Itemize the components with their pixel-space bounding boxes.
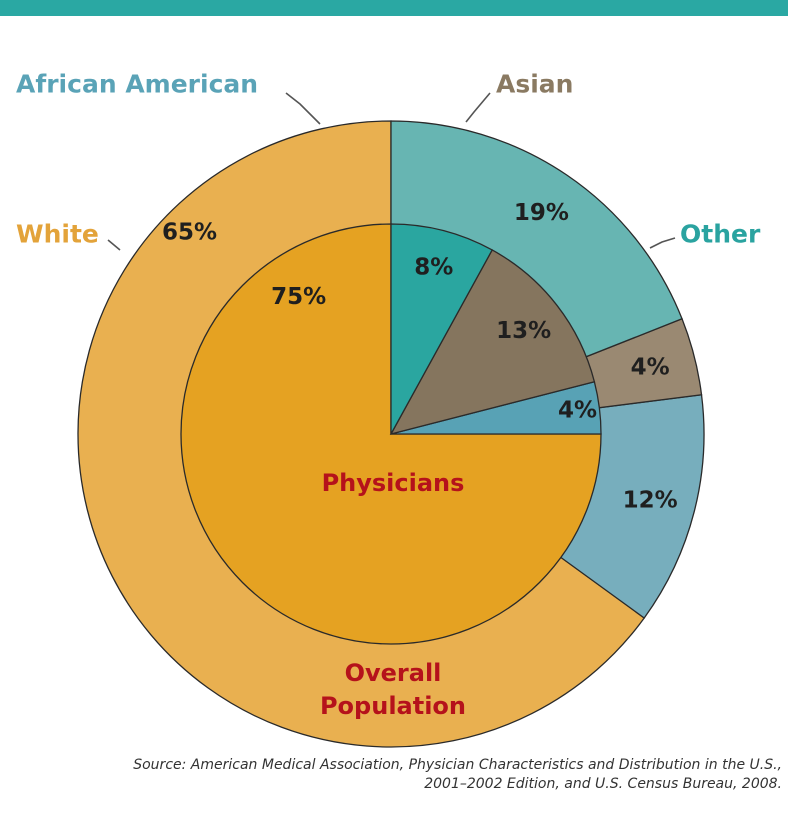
physicians-label: Physicians bbox=[322, 469, 465, 497]
value-labels: 65% 12% 4% 19% 75% 4% 13% 8% bbox=[162, 200, 678, 514]
inner-value-label-white: 75% bbox=[271, 284, 326, 310]
leader-line-asian bbox=[465, 92, 491, 123]
category-label-white: White bbox=[16, 220, 99, 249]
inner-value-label-asian: 13% bbox=[496, 318, 551, 344]
category-label-african-american: African American bbox=[16, 70, 258, 99]
outer-value-label-other: 19% bbox=[514, 200, 569, 226]
category-label-other: Other bbox=[680, 220, 761, 249]
source-line-2: 2001–2002 Edition, and U.S. Census Burea… bbox=[424, 776, 782, 792]
overall-population-label-line-1: Overall bbox=[345, 659, 442, 687]
nested-pie-chart: 65% 12% 4% 19% 75% 4% 13% 8% White African Ameri… bbox=[16, 70, 761, 748]
inner-slice-other bbox=[390, 223, 494, 435]
inner-pie bbox=[180, 223, 602, 645]
category-labels: White African American Asian Other bbox=[16, 70, 761, 249]
inner-value-label-african-american: 4% bbox=[558, 397, 597, 423]
leader-lines bbox=[107, 92, 676, 251]
source-line-1: Source: American Medical Association, Ph… bbox=[133, 757, 782, 773]
category-label-asian: Asian bbox=[496, 70, 573, 99]
inner-value-label-other: 8% bbox=[414, 254, 453, 280]
outer-value-label-african-american: 12% bbox=[623, 488, 678, 514]
inner-slice-white bbox=[180, 223, 602, 645]
outer-value-label-asian: 4% bbox=[631, 355, 670, 381]
overall-population-label-line-2: Population bbox=[320, 692, 466, 720]
leader-line-african-american bbox=[285, 92, 321, 125]
header-band bbox=[0, 0, 788, 16]
outer-value-label-white: 65% bbox=[162, 220, 217, 246]
source-note: Source: American Medical Association, Ph… bbox=[22, 756, 782, 794]
inner-slice-asian bbox=[389, 249, 596, 436]
center-labels: Physicians Overall Population bbox=[320, 469, 466, 720]
leader-line-white bbox=[107, 239, 121, 251]
leader-line-other bbox=[649, 237, 676, 249]
